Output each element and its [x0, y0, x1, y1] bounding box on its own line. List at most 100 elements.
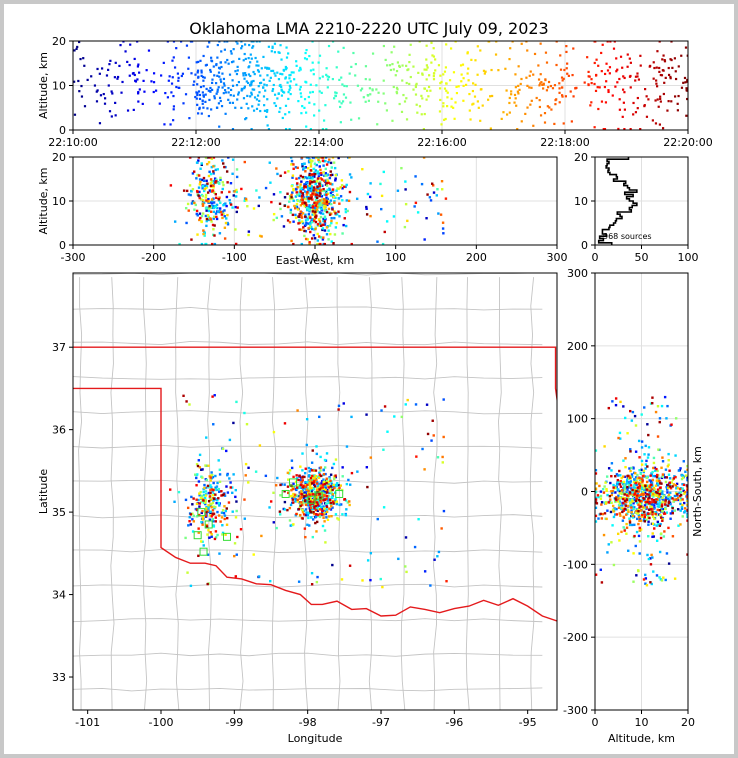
source-point [658, 420, 661, 424]
source-point [251, 46, 254, 49]
source-point [295, 202, 299, 206]
source-point [596, 86, 599, 89]
source-point [306, 513, 310, 517]
source-point [636, 569, 640, 572]
source-point [323, 511, 326, 515]
source-point [664, 507, 667, 511]
source-point [281, 116, 284, 120]
source-point [444, 197, 448, 200]
source-point [203, 234, 206, 237]
source-point [623, 91, 626, 94]
source-point [405, 118, 409, 121]
source-point [622, 101, 625, 104]
source-point [224, 61, 227, 64]
source-point [300, 198, 303, 202]
source-point [429, 89, 432, 92]
source-point [107, 68, 110, 71]
source-point [337, 404, 341, 408]
source-point [648, 485, 651, 489]
source-point [323, 204, 326, 208]
source-point [646, 553, 649, 557]
source-point [327, 482, 330, 486]
source-point [595, 506, 598, 510]
source-point [105, 74, 109, 77]
source-point [597, 64, 600, 67]
source-point [647, 535, 650, 538]
source-point [643, 488, 646, 492]
source-point [126, 60, 129, 64]
source-point [599, 497, 603, 500]
source-point [201, 509, 204, 513]
source-point [646, 456, 650, 459]
source-point [321, 479, 324, 483]
source-point [172, 94, 175, 98]
source-point [598, 86, 601, 89]
source-point [199, 59, 202, 62]
source-point [210, 210, 213, 213]
source-point [323, 229, 327, 232]
source-point [377, 100, 380, 103]
source-point [204, 93, 207, 96]
source-point [630, 487, 633, 490]
source-point [217, 514, 221, 517]
source-point [513, 101, 516, 104]
source-point [315, 203, 319, 207]
source-point [305, 193, 309, 196]
source-point [200, 220, 203, 224]
source-point [323, 482, 327, 486]
source-point [305, 125, 308, 128]
source-point [302, 501, 305, 504]
source-point [324, 202, 327, 205]
source-point [545, 89, 549, 92]
source-point [621, 504, 624, 507]
source-point [307, 516, 310, 520]
source-point [609, 498, 612, 501]
source-point [645, 493, 648, 496]
source-point [213, 242, 217, 245]
source-point [205, 224, 208, 228]
source-point [313, 512, 316, 516]
source-point [242, 74, 245, 77]
source-point [641, 490, 645, 494]
source-point [141, 102, 144, 106]
source-point [651, 396, 654, 399]
source-point [439, 82, 442, 85]
source-point [283, 171, 287, 174]
source-point [437, 64, 441, 67]
source-point [313, 505, 316, 508]
figure: Oklahoma LMA 2210-2220 UTC July 09, 2023… [4, 4, 734, 754]
source-point [304, 535, 307, 539]
source-point [224, 112, 227, 115]
source-point [600, 501, 604, 504]
source-point [651, 510, 654, 513]
source-point [310, 227, 314, 231]
source-point [205, 478, 209, 482]
source-point [412, 88, 415, 91]
ew-panel-ylabel: Altitude, km [37, 167, 50, 234]
source-point [629, 86, 632, 89]
source-point [287, 52, 290, 55]
source-point [290, 488, 293, 492]
source-point [323, 484, 327, 487]
x-tick-label: 100 [678, 251, 699, 264]
source-point [396, 189, 400, 192]
source-point [560, 76, 564, 79]
source-point [200, 214, 204, 218]
source-point [650, 482, 654, 485]
source-point [655, 66, 658, 69]
source-point [460, 80, 463, 83]
source-point [319, 502, 322, 505]
source-point [680, 86, 684, 89]
source-point [657, 483, 660, 486]
source-point [209, 172, 213, 176]
source-point [454, 41, 457, 43]
source-point [329, 191, 333, 195]
source-point [595, 520, 598, 523]
source-point [628, 491, 632, 494]
source-point [406, 398, 409, 402]
source-point [259, 74, 262, 77]
source-point [669, 77, 672, 80]
source-point [313, 506, 316, 510]
source-point [343, 84, 346, 88]
source-point [299, 66, 302, 69]
